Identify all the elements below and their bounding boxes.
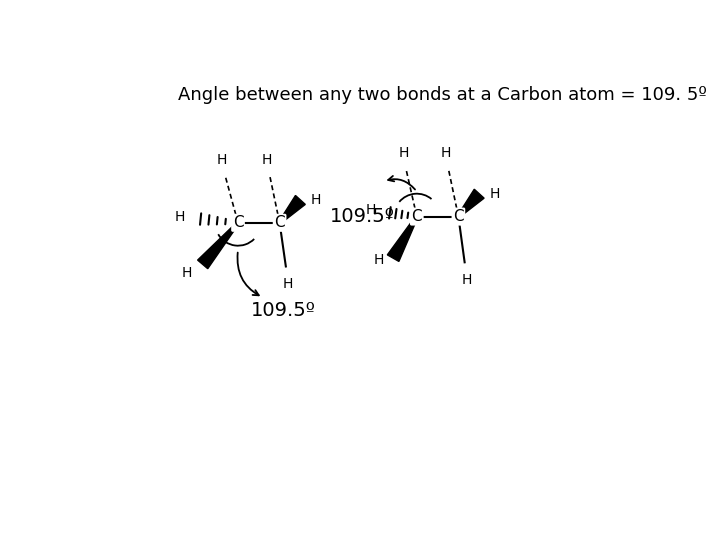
Text: H: H [216, 153, 227, 167]
Text: H: H [182, 266, 192, 280]
Text: C: C [274, 215, 285, 230]
Text: H: H [441, 146, 451, 160]
Text: H: H [366, 204, 377, 217]
Text: H: H [490, 187, 500, 201]
Text: H: H [175, 210, 185, 224]
Text: C: C [412, 209, 422, 224]
Text: Angle between any two bonds at a Carbon atom = 109. 5º: Angle between any two bonds at a Carbon … [178, 85, 706, 104]
Text: H: H [283, 277, 293, 291]
Text: C: C [233, 215, 243, 230]
Text: H: H [398, 146, 409, 160]
Polygon shape [457, 189, 484, 218]
Polygon shape [197, 222, 239, 269]
Text: 109.5º: 109.5º [251, 301, 316, 320]
Polygon shape [387, 216, 418, 261]
Text: H: H [462, 273, 472, 287]
Text: C: C [453, 209, 464, 224]
Polygon shape [279, 195, 305, 224]
Text: H: H [373, 253, 384, 267]
Text: H: H [262, 153, 272, 167]
Text: H: H [311, 193, 321, 207]
Text: 109.5º: 109.5º [330, 207, 395, 226]
